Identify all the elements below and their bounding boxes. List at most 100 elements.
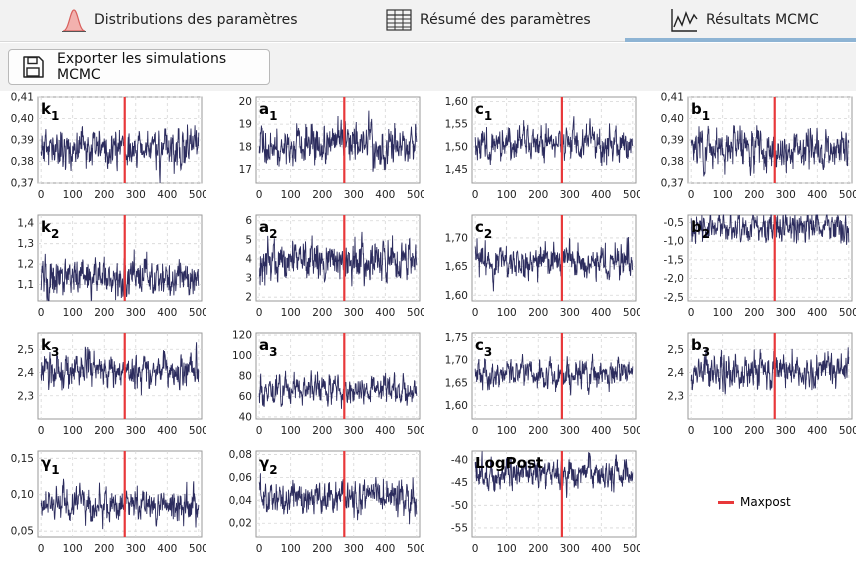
tab-distributions[interactable]: Distributions des paramètres <box>62 0 298 40</box>
y-tick-label: 1,60 <box>445 96 468 108</box>
y-tick-label: 19 <box>239 119 252 131</box>
y-tick-label: 80 <box>239 371 252 383</box>
tab-label: Distributions des paramètres <box>94 12 298 28</box>
y-tick-label: 1,70 <box>445 232 468 244</box>
y-tick-label: 4 <box>245 253 252 265</box>
mcmc-trace-line <box>258 473 418 525</box>
x-tick-label: 300 <box>776 425 796 437</box>
tab-resultats-mcmc[interactable]: Résultats MCMC <box>670 0 819 40</box>
y-tick-label: -50 <box>451 500 468 512</box>
param-subscript: 3 <box>702 345 710 359</box>
mcmc-trace-line <box>690 125 850 177</box>
mcmc-trace-line <box>690 347 850 395</box>
x-tick-label: 0 <box>472 307 479 319</box>
trace-plot-logpost: 0 100 200 300 400 500 -55 -50 -45 -40 LogPost <box>451 450 640 555</box>
y-tick-label: 1,60 <box>445 400 468 412</box>
y-tick-label: -2,5 <box>664 292 685 304</box>
x-tick-label: 100 <box>281 425 301 437</box>
tab-label: Résultats MCMC <box>706 12 819 28</box>
tab-bar: Distributions des paramètres Résumé des … <box>0 0 856 42</box>
x-tick-label: 500 <box>623 543 640 555</box>
x-tick-label: 200 <box>528 425 548 437</box>
y-tick-label: 2 <box>245 292 252 304</box>
maxpost-legend-swatch <box>718 500 734 504</box>
x-tick-label: 0 <box>688 189 695 201</box>
x-tick-label: 300 <box>126 543 146 555</box>
y-tick-label: 1,4 <box>17 218 34 230</box>
y-tick-label: -45 <box>451 477 468 489</box>
x-tick-label: 300 <box>560 425 580 437</box>
active-tab-indicator <box>625 38 856 42</box>
x-tick-label: 0 <box>38 307 45 319</box>
export-mcmc-button[interactable]: Exporter les simulations MCMC <box>8 49 270 85</box>
y-tick-label: 0,41 <box>661 92 684 104</box>
x-tick-label: 300 <box>126 307 146 319</box>
y-tick-label: 2,5 <box>667 344 684 356</box>
plot-area <box>255 332 421 420</box>
tab-resume[interactable]: Résumé des paramètres <box>386 0 591 40</box>
x-tick-label: 500 <box>839 189 856 201</box>
tab-label: Résumé des paramètres <box>420 12 591 28</box>
x-tick-label: 300 <box>344 425 364 437</box>
y-tick-label: 5 <box>245 234 252 246</box>
x-tick-label: 400 <box>157 425 177 437</box>
save-icon <box>21 55 45 79</box>
y-tick-label: 3 <box>245 273 252 285</box>
y-tick-label: 2,3 <box>17 390 34 402</box>
x-tick-label: 300 <box>344 307 364 319</box>
param-subscript: 2 <box>269 227 277 241</box>
param-subscript: 3 <box>51 345 59 359</box>
x-tick-label: 200 <box>94 543 114 555</box>
y-tick-label: -1,5 <box>664 254 685 266</box>
export-label: Exporter les simulations MCMC <box>57 51 227 83</box>
mcmc-trace-line <box>40 249 200 302</box>
y-tick-label: 20 <box>239 96 252 108</box>
y-tick-label: 1,3 <box>17 238 34 250</box>
x-tick-label: 300 <box>776 189 796 201</box>
x-tick-label: 100 <box>63 189 83 201</box>
x-tick-label: 300 <box>560 543 580 555</box>
x-tick-label: 200 <box>312 543 332 555</box>
mcmc-trace-line <box>258 110 418 172</box>
maxpost-legend-label: Maxpost <box>740 495 791 509</box>
x-tick-label: 0 <box>256 543 263 555</box>
x-tick-label: 0 <box>38 189 45 201</box>
mcmc-trace-line <box>40 478 200 530</box>
y-tick-label: 0,39 <box>11 135 34 147</box>
x-tick-label: 400 <box>375 307 395 319</box>
y-tick-label: 1,75 <box>445 332 468 344</box>
x-tick-label: 100 <box>63 543 83 555</box>
y-tick-label: 2,4 <box>17 367 34 379</box>
param-subscript: 1 <box>484 109 492 123</box>
param-subscript: 2 <box>702 227 710 241</box>
x-tick-label: 100 <box>713 307 733 319</box>
y-tick-label: 100 <box>232 350 252 362</box>
x-tick-label: 0 <box>472 425 479 437</box>
x-tick-label: 300 <box>776 307 796 319</box>
x-tick-label: 0 <box>688 425 695 437</box>
y-tick-label: 1,55 <box>445 119 468 131</box>
y-tick-label: 0,39 <box>661 135 684 147</box>
mcmc-trace-line <box>258 370 418 409</box>
trace-plot-b2: 0 100 200 300 400 500-2,5-2,0-1,5-1,0-0,5 b2 <box>664 214 856 319</box>
y-tick-label: 0,05 <box>11 526 34 538</box>
x-tick-label: 100 <box>497 307 517 319</box>
x-tick-label: 100 <box>281 307 301 319</box>
toolbar: Exporter les simulations MCMC <box>0 43 856 91</box>
y-tick-label: 1,45 <box>445 164 468 176</box>
x-tick-label: 500 <box>407 189 424 201</box>
x-tick-label: 200 <box>94 307 114 319</box>
y-tick-label: 0,38 <box>661 156 684 168</box>
y-tick-label: 1,65 <box>445 261 468 273</box>
y-tick-label: -0,5 <box>664 217 685 229</box>
x-tick-label: 100 <box>713 189 733 201</box>
mcmc-trace-line <box>690 214 850 245</box>
y-tick-label: 0,40 <box>661 113 684 125</box>
